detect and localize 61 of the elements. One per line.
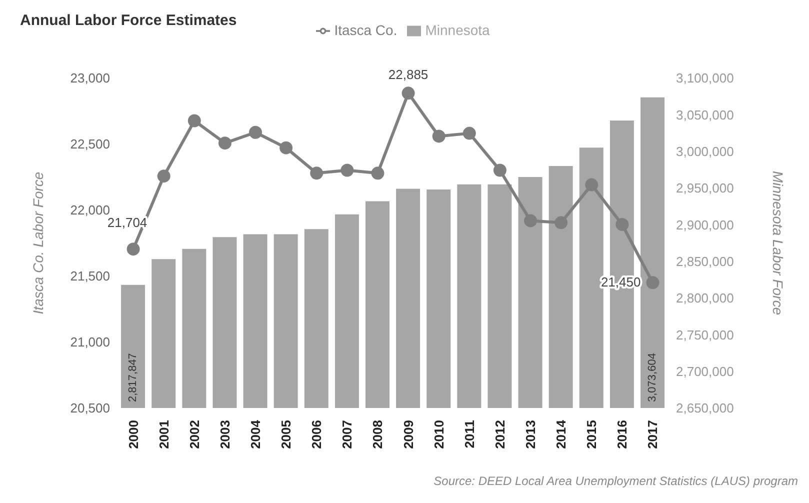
point xyxy=(126,242,140,256)
data-label: 2,817,847 xyxy=(127,353,140,402)
point xyxy=(616,218,629,232)
x-tick-label: 2015 xyxy=(584,420,600,449)
point xyxy=(310,166,324,180)
point xyxy=(157,170,170,183)
y2-tick-label: 2,850,000 xyxy=(676,254,734,269)
y2-tick-label: 3,050,000 xyxy=(676,107,734,122)
y-tick-label: 22,500 xyxy=(70,136,110,152)
x-tick-label: 2006 xyxy=(309,420,324,449)
source-note: Source: DEED Local Area Unemployment Statistics (LAUS) program xyxy=(434,474,798,488)
point xyxy=(462,126,476,140)
y-tick-label: 22,000 xyxy=(70,202,110,218)
point xyxy=(646,276,660,290)
point xyxy=(402,86,415,100)
point xyxy=(340,164,354,177)
point xyxy=(188,114,201,128)
point xyxy=(371,166,384,180)
x-tick-label: 2007 xyxy=(340,420,355,449)
point xyxy=(249,126,262,139)
x-tick-label: 2008 xyxy=(370,420,386,449)
x-tick-label: 2005 xyxy=(278,420,294,449)
x-tick-label: 2003 xyxy=(217,420,232,449)
x-tick-label: 2013 xyxy=(523,420,538,449)
x-tick-label: 2017 xyxy=(645,420,660,449)
x-tick-label: 2010 xyxy=(431,420,446,449)
legend-label: Minnesota xyxy=(425,22,490,38)
y2-tick-label: 2,750,000 xyxy=(676,327,734,342)
y2-tick-label: 3,100,000 xyxy=(676,70,734,86)
chart-title: Annual Labor Force Estimates xyxy=(20,12,237,29)
y-tick-label: 23,000 xyxy=(70,70,110,86)
y2-tick-label: 2,900,000 xyxy=(676,217,734,232)
y-tick-label: 21,500 xyxy=(70,268,110,284)
x-tick-label: 2002 xyxy=(186,420,202,449)
data-label: 3,073,604 xyxy=(646,353,658,402)
legend-label: Itasca Co. xyxy=(334,22,398,38)
x-tick-label: 2009 xyxy=(400,420,416,449)
y-axis-title: Itasca Co. Labor Force xyxy=(30,172,46,314)
x-tick-label: 2014 xyxy=(554,419,569,449)
y2-tick-label: 2,700,000 xyxy=(676,364,734,379)
y2-axis-title: Minnesota Labor Force xyxy=(770,171,786,316)
point xyxy=(280,141,293,154)
x-tick-label: 2000 xyxy=(126,420,141,449)
y2-tick-label: 2,800,000 xyxy=(676,290,734,306)
y2-tick-label: 3,000,000 xyxy=(676,144,734,159)
x-tick-label: 2001 xyxy=(156,420,172,449)
point xyxy=(585,178,598,192)
x-tick-label: 2012 xyxy=(492,420,508,449)
point xyxy=(493,164,506,177)
point xyxy=(432,130,446,143)
x-tick-label: 2004 xyxy=(248,419,263,449)
data-label: 22,885 xyxy=(388,67,428,82)
point xyxy=(524,214,537,228)
y2-tick-label: 2,650,000 xyxy=(676,400,734,416)
point xyxy=(218,136,232,150)
y-tick-label: 21,000 xyxy=(70,334,110,350)
x-tick-label: 2011 xyxy=(462,420,477,448)
y-tick-label: 20,500 xyxy=(70,400,110,416)
point xyxy=(554,216,568,230)
y2-tick-label: 2,950,000 xyxy=(676,180,734,196)
x-tick-label: 2016 xyxy=(614,420,630,449)
